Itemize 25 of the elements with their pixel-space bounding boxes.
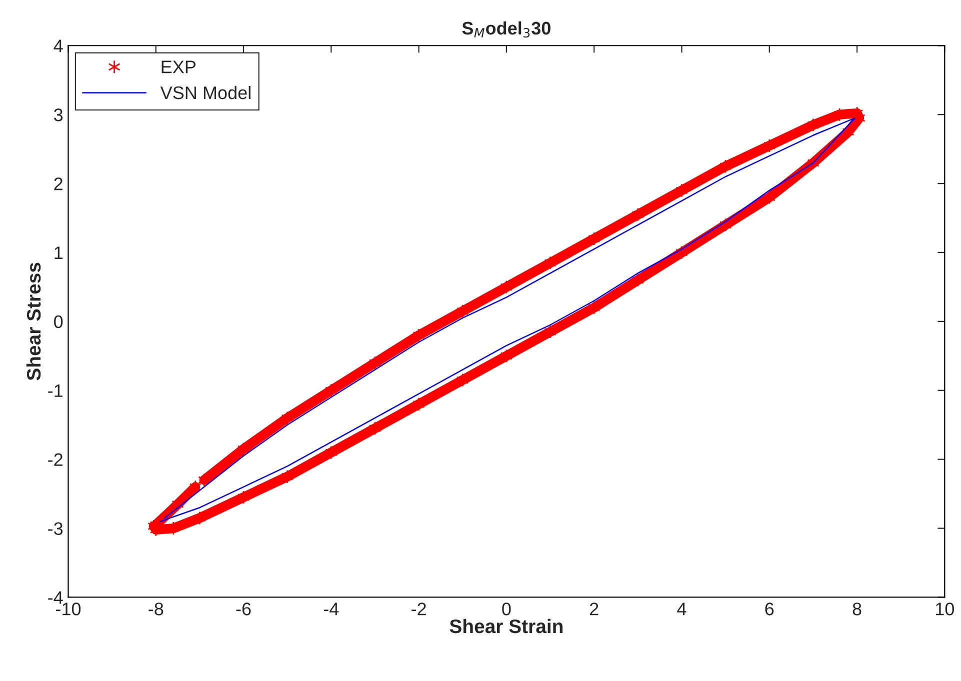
x-tick-label: -10 xyxy=(56,602,81,616)
chart-title: S$_{M}$odel$_{3}$30 xyxy=(462,21,550,38)
y-tick-label: 3 xyxy=(54,108,63,122)
legend-label: EXP xyxy=(162,60,196,74)
y-axis-title: Shear Stress xyxy=(26,262,41,380)
x-tick-label: 6 xyxy=(765,602,774,616)
x-tick-label: 2 xyxy=(590,602,598,616)
x-tick-label: 0 xyxy=(502,602,511,616)
y-tick-label: 4 xyxy=(54,40,63,52)
y-tick-label: 1 xyxy=(54,246,62,260)
x-axis-title: Shear Strain xyxy=(450,618,563,634)
y-tick-label: -1 xyxy=(48,384,62,397)
x-tick-label: 4 xyxy=(677,602,686,616)
legend-label: VSN Model xyxy=(160,86,250,100)
x-tick-label: 10 xyxy=(936,602,954,616)
x-tick-label: -2 xyxy=(412,602,426,616)
x-tick-label: -4 xyxy=(324,602,339,616)
x-tick-label: 8 xyxy=(852,602,862,616)
y-tick-label: -2 xyxy=(48,453,62,466)
y-tick-label: 2 xyxy=(54,177,62,190)
y-tick-label: 0 xyxy=(54,315,63,328)
y-tick-label: -4 xyxy=(48,591,63,604)
x-tick-label: -6 xyxy=(236,602,251,616)
x-tick-label: -8 xyxy=(148,602,164,616)
y-tick-label: -3 xyxy=(48,522,63,536)
